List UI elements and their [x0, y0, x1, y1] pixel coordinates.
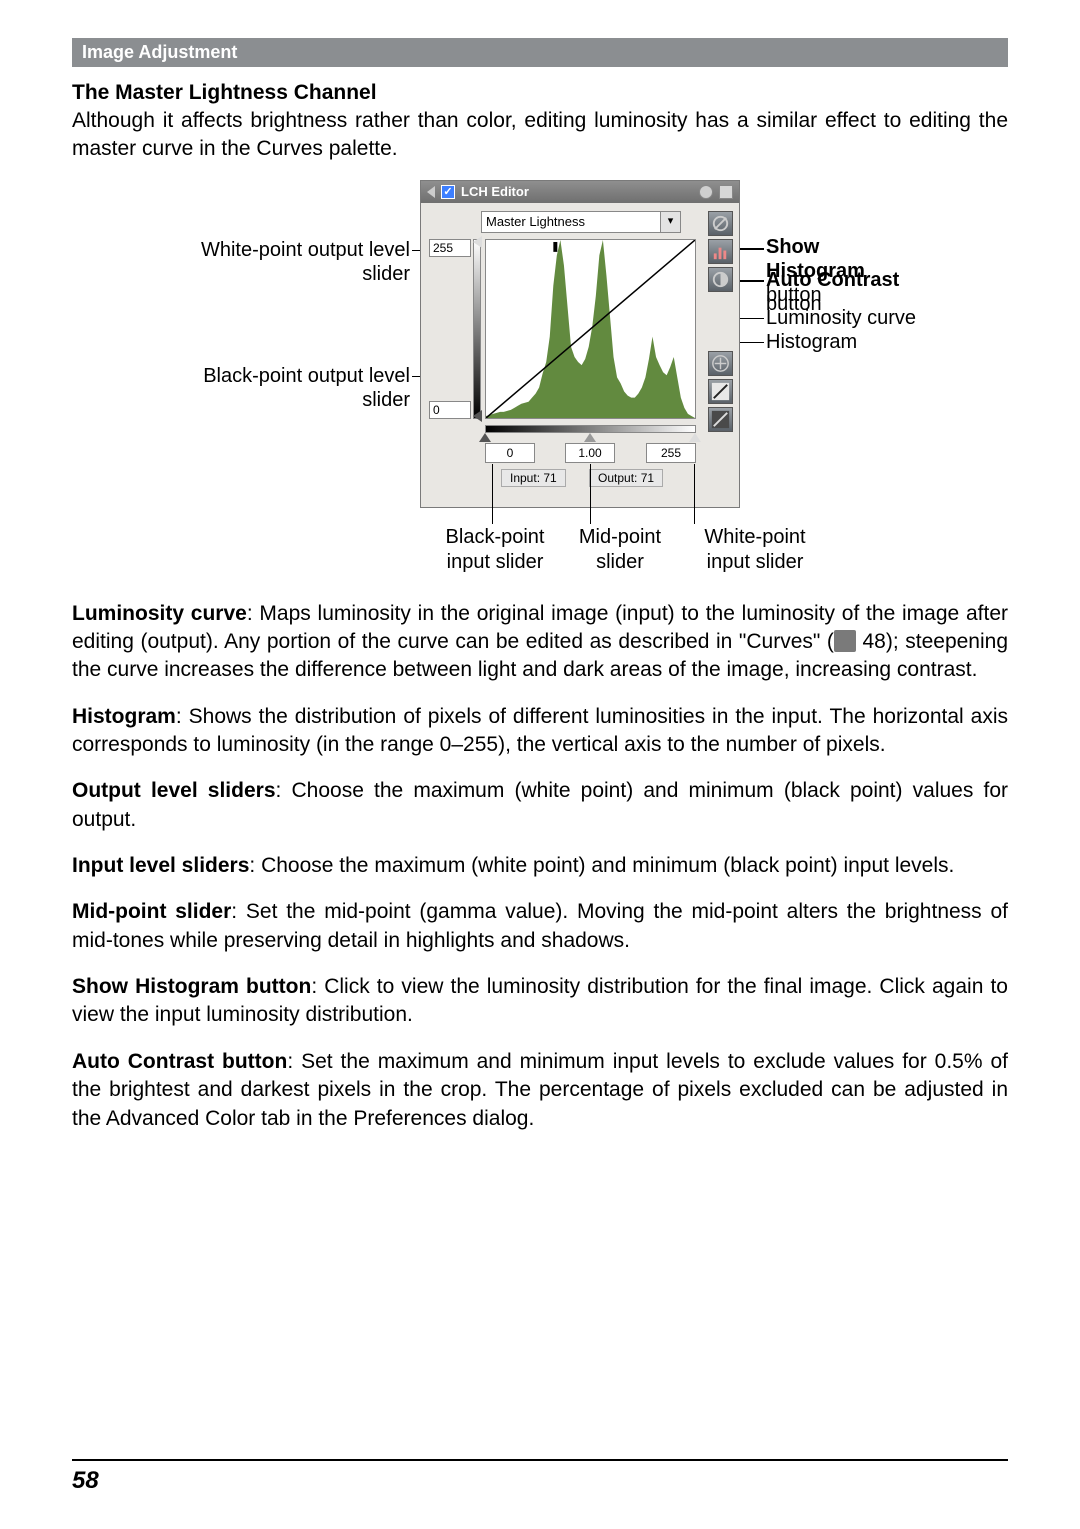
def-head: Auto Contrast button	[72, 1050, 287, 1073]
reset-button[interactable]	[708, 211, 733, 236]
callout-histogram: Histogram	[766, 330, 857, 354]
def-output-sliders: Output level sliders: Choose the maximum…	[72, 777, 1008, 834]
dropdown-value: Master Lightness	[486, 214, 585, 229]
definitions: Luminosity curve: Maps luminosity in the…	[72, 600, 1008, 1133]
def-head: Output level sliders	[72, 779, 276, 802]
titlebar-button-icon[interactable]	[699, 185, 713, 199]
input-readout: Input: 71	[501, 469, 566, 487]
def-head: Luminosity curve	[72, 602, 247, 625]
callout-white-input: White-point input slider	[680, 525, 830, 575]
subsection-title: The Master Lightness Channel	[72, 81, 1008, 105]
def-histogram: Histogram: Shows the distribution of pix…	[72, 703, 1008, 760]
editor-titlebar: ✓ LCH Editor	[421, 181, 739, 203]
lch-editor-diagram: White-point output level slider Black-po…	[160, 180, 920, 590]
enable-checkbox-icon[interactable]: ✓	[441, 185, 455, 199]
footer-rule	[72, 1459, 1008, 1461]
lch-editor-window: ✓ LCH Editor Master Lightness ▾	[420, 180, 740, 508]
output-max-field[interactable]: 255	[429, 239, 471, 257]
titlebar-menu-icon[interactable]	[719, 185, 733, 199]
page-number: 58	[72, 1467, 99, 1495]
def-body: : Shows the distribution of pixels of di…	[72, 705, 1008, 756]
input-gradient	[485, 425, 696, 433]
collapse-icon	[427, 186, 435, 198]
output-gradient	[473, 239, 481, 419]
output-min-field[interactable]: 0	[429, 401, 471, 419]
output-readout: Output: 71	[589, 469, 663, 487]
callout-black-output: Black-point output level slider	[160, 364, 410, 412]
callout-bold: Auto Contrast	[766, 269, 899, 291]
white-input-slider[interactable]	[689, 433, 701, 442]
curve-chart[interactable]	[485, 239, 696, 419]
callout-line	[492, 464, 493, 524]
midpoint-slider[interactable]	[584, 433, 596, 442]
def-head: Show Histogram button	[72, 975, 311, 998]
channel-dropdown[interactable]: Master Lightness ▾	[481, 211, 681, 233]
input-min-field[interactable]: 0	[485, 443, 535, 463]
chevron-down-icon: ▾	[660, 212, 680, 232]
callout-line	[694, 464, 695, 524]
def-head: Mid-point slider	[72, 900, 231, 923]
intro-paragraph: Although it affects brightness rather th…	[72, 107, 1008, 164]
callout-midpoint: Mid-point slider	[560, 525, 680, 575]
input-max-field[interactable]: 255	[646, 443, 696, 463]
callout-line	[590, 464, 591, 524]
def-auto-contrast: Auto Contrast button: Set the maximum an…	[72, 1048, 1008, 1133]
auto-contrast-button[interactable]	[708, 267, 733, 292]
callout-black-input: Black-point input slider	[430, 525, 560, 575]
bottom-callouts: Black-point input slider Mid-point slide…	[160, 525, 920, 575]
white-dropper-button[interactable]	[708, 379, 733, 404]
page-ref-icon	[834, 630, 856, 652]
show-histogram-button[interactable]	[708, 239, 733, 264]
add-anchor-button[interactable]	[708, 351, 733, 376]
black-output-slider[interactable]	[473, 410, 482, 422]
histogram-svg	[486, 240, 695, 418]
white-output-slider[interactable]	[473, 236, 482, 248]
input-mid-field[interactable]: 1.00	[565, 443, 615, 463]
def-luminosity-curve: Luminosity curve: Maps luminosity in the…	[72, 600, 1008, 685]
def-body: : Choose the maximum (white point) and m…	[249, 854, 954, 877]
def-show-histogram: Show Histogram button: Click to view the…	[72, 973, 1008, 1030]
callout-white-output: White-point output level slider	[160, 238, 410, 286]
black-input-slider[interactable]	[479, 433, 491, 442]
callout-luminosity-curve: Luminosity curve	[766, 306, 916, 330]
def-head: Histogram	[72, 705, 176, 728]
def-input-sliders: Input level sliders: Choose the maximum …	[72, 852, 1008, 880]
black-dropper-button[interactable]	[708, 407, 733, 432]
editor-title: LCH Editor	[461, 184, 529, 199]
def-head: Input level sliders	[72, 854, 249, 877]
section-header: Image Adjustment	[72, 38, 1008, 67]
def-midpoint-slider: Mid-point slider: Set the mid-point (gam…	[72, 898, 1008, 955]
